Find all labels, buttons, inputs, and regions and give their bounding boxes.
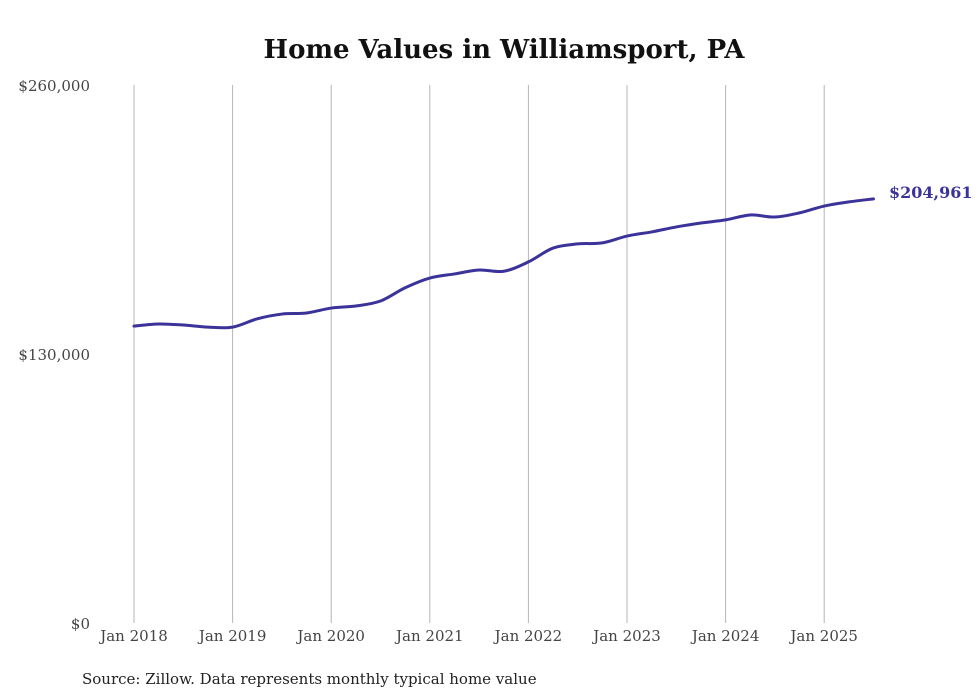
- y-tick-label: $0: [71, 615, 90, 633]
- x-axis: Jan 2018 Jan 2019 Jan 2020 Jan 2021 Jan 2022…: [98, 627, 858, 645]
- y-axis: $0 $130,000 $260,000: [18, 77, 90, 633]
- x-tick-label: Jan 2021: [394, 627, 464, 645]
- end-value-label: $204,961: [889, 183, 973, 202]
- x-tick-label: Jan 2018: [98, 627, 168, 645]
- source-note: Source: Zillow. Data represents monthly …: [82, 670, 537, 688]
- x-tick-label: Jan 2023: [591, 627, 661, 645]
- x-tick-label: Jan 2019: [197, 627, 267, 645]
- series-line: [132, 197, 875, 330]
- x-tick-label: Jan 2025: [788, 627, 858, 645]
- chart-title: Home Values in Williamsport, PA: [264, 35, 746, 65]
- x-tick-label: Jan 2022: [493, 627, 563, 645]
- y-tick-label: $130,000: [18, 346, 90, 364]
- grid-lines: [133, 85, 825, 623]
- x-tick-label: Jan 2024: [690, 627, 760, 645]
- y-tick-label: $260,000: [18, 77, 90, 95]
- x-tick-label: Jan 2020: [295, 627, 365, 645]
